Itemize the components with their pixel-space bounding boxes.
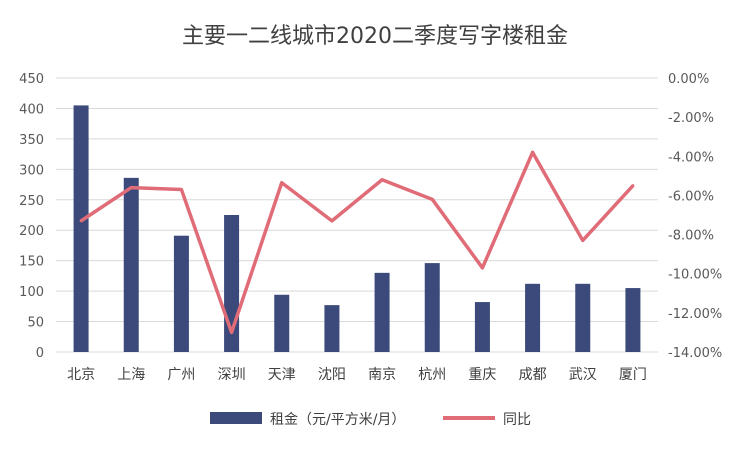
category-label: 深圳 — [218, 367, 246, 383]
right-axis-tick-label: -4.00% — [668, 150, 714, 165]
legend: 租金（元/平方米/月） 同比 — [210, 412, 531, 428]
left-axis-tick-label: 150 — [19, 255, 44, 270]
right-axis-tick-label: 0.00% — [668, 72, 709, 87]
legend-bar-label: 租金（元/平方米/月） — [270, 412, 405, 428]
right-axis-tick-label: -2.00% — [668, 111, 714, 126]
yoy-point — [631, 184, 635, 188]
category-label: 沈阳 — [318, 367, 346, 383]
bar — [123, 177, 139, 352]
bar — [625, 288, 641, 352]
bar — [274, 294, 290, 352]
yoy-point — [581, 238, 585, 242]
right-axis-tick-label: -12.00% — [668, 307, 722, 322]
left-axis-tick-label: 450 — [19, 72, 44, 87]
left-axis-tick-label: 400 — [19, 102, 44, 117]
category-label: 广州 — [167, 367, 195, 383]
x-axis: 北京 上海 广州 深圳 天津 沈阳 南京 杭州 重庆 成都 武汉 厦门 — [67, 367, 647, 383]
left-axis-tick-label: 50 — [27, 316, 44, 331]
yoy-point — [129, 186, 133, 190]
left-y-axis: 0 50 100 150 200 250 300 350 400 450 — [19, 72, 44, 361]
left-axis-tick-label: 200 — [19, 224, 44, 239]
category-label: 重庆 — [468, 367, 496, 383]
category-label: 厦门 — [619, 367, 647, 383]
bar — [73, 105, 89, 353]
bar — [424, 263, 440, 352]
category-label: 上海 — [117, 367, 145, 383]
yoy-point — [330, 219, 334, 223]
right-y-axis: 0.00% -2.00% -4.00% -6.00% -8.00% -10.00% -12.… — [668, 72, 722, 361]
yoy-point — [179, 188, 183, 192]
right-axis-tick-label: -14.00% — [668, 346, 722, 361]
yoy-point — [430, 197, 434, 201]
category-label: 北京 — [67, 367, 95, 383]
right-axis-tick-label: -10.00% — [668, 268, 722, 283]
line-series — [79, 150, 635, 335]
yoy-point — [380, 178, 384, 182]
yoy-point — [230, 330, 234, 334]
category-label: 南京 — [368, 367, 396, 383]
chart-title: 主要一二线城市2020二季度写字楼租金 — [182, 24, 568, 49]
left-axis-tick-label: 100 — [19, 285, 44, 300]
legend-line-label: 同比 — [503, 412, 531, 428]
bar — [324, 305, 340, 352]
left-axis-tick-label: 300 — [19, 163, 44, 178]
yoy-point — [280, 181, 284, 185]
yoy-point — [531, 150, 535, 154]
bar — [474, 302, 490, 352]
left-axis-tick-label: 250 — [19, 194, 44, 209]
yoy-point — [79, 219, 83, 223]
category-label: 天津 — [268, 367, 296, 383]
yoy-point — [480, 266, 484, 270]
right-axis-tick-label: -8.00% — [668, 229, 714, 244]
yoy-line — [80, 150, 635, 335]
bar — [173, 235, 189, 352]
right-axis-tick-label: -6.00% — [668, 189, 714, 204]
category-label: 武汉 — [569, 367, 597, 383]
left-axis-tick-label: 350 — [19, 133, 44, 148]
bar — [575, 283, 591, 352]
category-label: 杭州 — [418, 367, 446, 383]
bar — [374, 272, 390, 352]
category-label: 成都 — [519, 367, 547, 383]
bar-series — [73, 105, 641, 353]
left-axis-tick-label: 0 — [36, 346, 44, 361]
legend-bar-swatch — [210, 412, 262, 424]
bar — [525, 283, 541, 352]
